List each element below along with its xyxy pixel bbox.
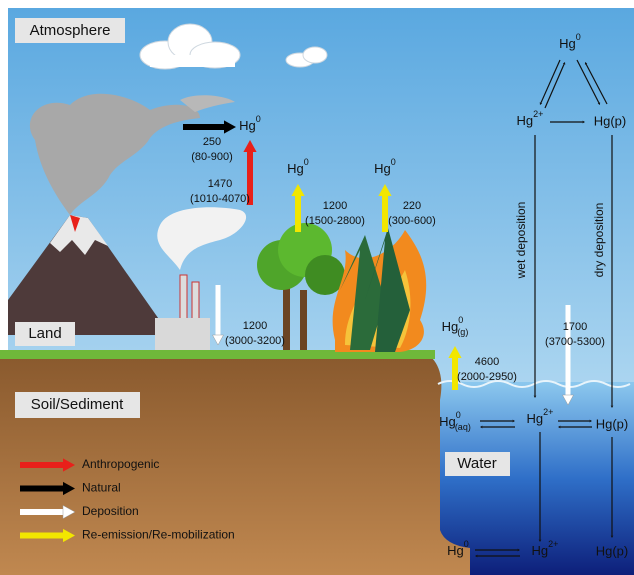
species-sup: 2+: [548, 539, 558, 549]
diagram: Atmosphere Land Soil/Sediment Water wet …: [0, 0, 634, 575]
flux-range: (80-900): [191, 151, 233, 163]
species: Hg(p): [596, 543, 629, 558]
legend-label: Deposition: [82, 504, 139, 518]
species-sup: 0: [304, 157, 309, 167]
species-sup: 2+: [543, 407, 553, 417]
process-label: wet deposition: [514, 202, 528, 280]
region-label: Soil/Sediment: [31, 396, 124, 413]
flux-range: (1500-2800): [305, 215, 365, 227]
legend-label: Re-emission/Re-mobilization: [82, 528, 235, 542]
species-sup: 0: [576, 32, 581, 42]
flux-range: (3700-5300): [545, 336, 605, 348]
flux-value: 4600: [475, 356, 499, 368]
flux-value: 220: [403, 200, 421, 212]
flux-value: 250: [203, 136, 221, 148]
species-base: Hg: [559, 36, 576, 51]
species-base: Hg: [239, 118, 256, 133]
species-base: Hg: [447, 543, 464, 558]
species-sub: (aq): [455, 422, 471, 432]
species-sup: 0: [456, 410, 461, 420]
species: Hg(p): [596, 416, 629, 431]
flux-value: 1200: [323, 200, 347, 212]
species-base: Hg: [374, 161, 391, 176]
species-base: Hg: [287, 161, 304, 176]
region-label: Water: [457, 455, 496, 472]
flux-value: 1200: [243, 320, 267, 332]
flux-value: 1470: [208, 178, 232, 190]
species-sup: 0: [391, 157, 396, 167]
flux-value: 1700: [563, 321, 587, 333]
species-base: Hg: [532, 543, 549, 558]
region-label: Atmosphere: [30, 22, 111, 39]
species-sup: 2+: [533, 109, 543, 119]
legend-label: Anthropogenic: [82, 457, 159, 471]
species-base: Hg: [517, 113, 534, 128]
flux-range: (300-600): [388, 215, 436, 227]
species: Hg(p): [594, 113, 627, 128]
species-sup: 0: [464, 539, 469, 549]
flux-range: (2000-2950): [457, 371, 517, 383]
species-base: Hg: [442, 319, 459, 334]
species-sup: 0: [458, 315, 463, 325]
species-sub: (g): [457, 327, 468, 337]
flux-range: (1010-4070): [190, 193, 250, 205]
legend-label: Natural: [82, 481, 121, 495]
flux-range: (3000-3200): [225, 335, 285, 347]
species-base: Hg: [439, 414, 456, 429]
process-label: dry deposition: [592, 203, 606, 278]
species-base: Hg: [527, 411, 544, 426]
region-label: Land: [28, 325, 61, 342]
species-sup: 0: [256, 114, 261, 124]
